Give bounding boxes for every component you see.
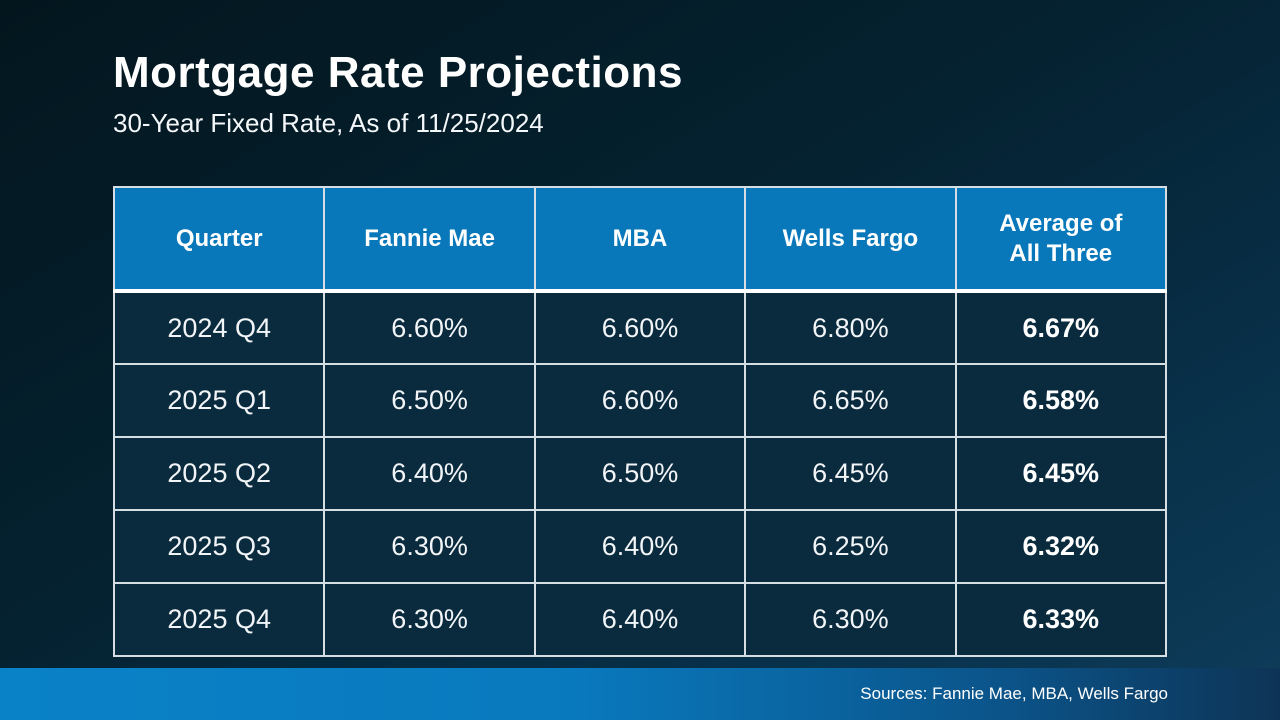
cell-quarter: 2025 Q2	[112, 436, 326, 511]
cell-fannie-mae: 6.30%	[323, 509, 536, 584]
column-header-quarter: Quarter	[112, 186, 326, 293]
cell-fannie-mae: 6.40%	[323, 436, 536, 511]
table-body: 2024 Q4 6.60% 6.60% 6.80% 6.67% 2025 Q1 …	[112, 290, 1168, 657]
cell-mba: 6.50%	[533, 436, 747, 511]
cell-quarter: 2025 Q3	[112, 509, 326, 584]
column-header-mba: MBA	[533, 186, 747, 293]
table-header: Quarter Fannie Mae MBA Wells Fargo Avera…	[112, 186, 1168, 293]
cell-mba: 6.60%	[533, 363, 747, 438]
table-row: 2025 Q3 6.30% 6.40% 6.25% 6.32%	[112, 509, 1168, 584]
cell-quarter: 2025 Q4	[112, 582, 326, 657]
cell-wells-fargo: 6.65%	[744, 363, 957, 438]
cell-mba: 6.40%	[533, 582, 747, 657]
cell-wells-fargo: 6.30%	[744, 582, 957, 657]
cell-quarter: 2025 Q1	[112, 363, 326, 438]
cell-wells-fargo: 6.45%	[744, 436, 957, 511]
cell-average: 6.45%	[954, 436, 1168, 511]
cell-wells-fargo: 6.80%	[744, 290, 957, 365]
table-row: 2025 Q2 6.40% 6.50% 6.45% 6.45%	[112, 436, 1168, 511]
table-header-row: Quarter Fannie Mae MBA Wells Fargo Avera…	[112, 186, 1168, 293]
sources-text: Sources: Fannie Mae, MBA, Wells Fargo	[860, 684, 1168, 703]
cell-average: 6.67%	[954, 290, 1168, 365]
cell-mba: 6.60%	[533, 290, 747, 365]
mortgage-rate-table: Quarter Fannie Mae MBA Wells Fargo Avera…	[112, 186, 1168, 657]
slide-subtitle: 30-Year Fixed Rate, As of 11/25/2024	[113, 108, 544, 138]
column-header-wells-fargo: Wells Fargo	[744, 186, 957, 293]
slide-title: Mortgage Rate Projections	[113, 48, 683, 97]
cell-fannie-mae: 6.50%	[323, 363, 536, 438]
cell-average: 6.33%	[954, 582, 1168, 657]
cell-wells-fargo: 6.25%	[744, 509, 957, 584]
column-header-average: Average of All Three	[954, 186, 1168, 293]
table-row: 2025 Q1 6.50% 6.60% 6.65% 6.58%	[112, 363, 1168, 438]
cell-fannie-mae: 6.30%	[323, 582, 536, 657]
cell-mba: 6.40%	[533, 509, 747, 584]
table-row: 2025 Q4 6.30% 6.40% 6.30% 6.33%	[112, 582, 1168, 657]
footer-bar: Sources: Fannie Mae, MBA, Wells Fargo	[0, 668, 1280, 720]
column-header-fannie-mae: Fannie Mae	[323, 186, 536, 293]
cell-fannie-mae: 6.60%	[323, 290, 536, 365]
cell-average: 6.32%	[954, 509, 1168, 584]
cell-quarter: 2024 Q4	[112, 290, 326, 365]
cell-average: 6.58%	[954, 363, 1168, 438]
table-row: 2024 Q4 6.60% 6.60% 6.80% 6.67%	[112, 290, 1168, 365]
